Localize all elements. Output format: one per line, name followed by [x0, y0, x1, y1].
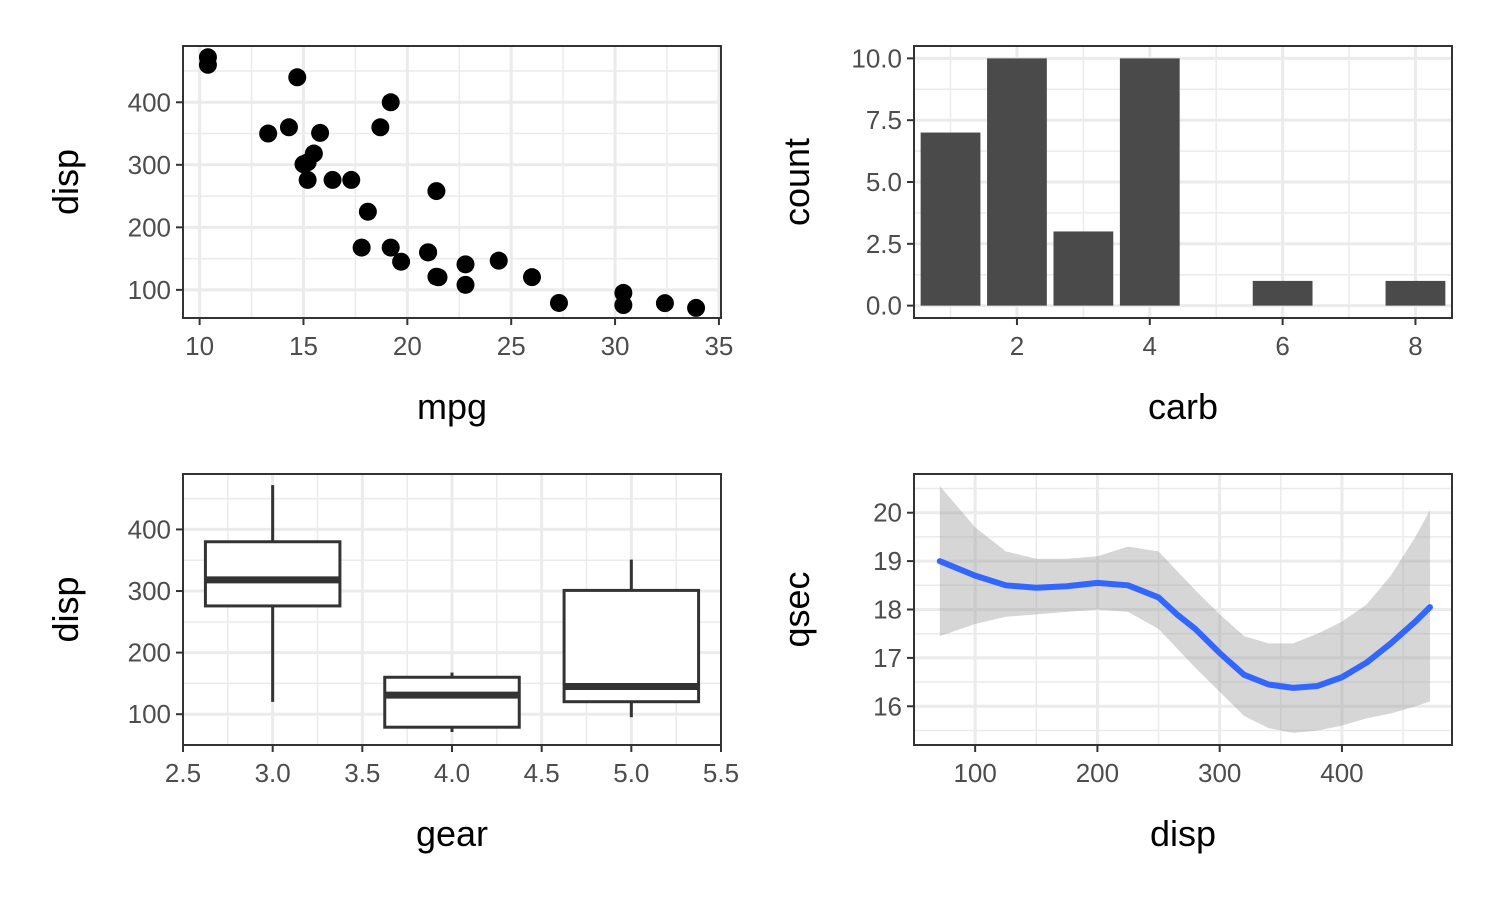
y-axis-title: disp: [45, 576, 86, 642]
scatter-point: [298, 170, 317, 189]
y-tick-label: 300: [128, 150, 171, 180]
scatter-point: [294, 155, 313, 174]
bar: [1119, 58, 1180, 306]
scatter-point: [342, 170, 361, 189]
x-axis-title: disp: [1150, 813, 1216, 854]
y-axis-title: count: [776, 138, 817, 226]
panel-border: [182, 45, 722, 319]
y-tick-label: 18: [873, 595, 902, 625]
scatter-point: [456, 255, 475, 274]
y-tick-label: 100: [128, 275, 171, 305]
scatter-point: [288, 68, 307, 87]
box: [383, 675, 521, 729]
scatter-point: [419, 243, 438, 262]
x-tick-label: 8: [1408, 331, 1422, 361]
y-tick-label: 200: [128, 212, 171, 242]
scatter-point: [352, 238, 371, 257]
x-tick-label: 6: [1275, 331, 1289, 361]
confidence-band: [939, 486, 1430, 733]
x-tick-label: 2: [1010, 331, 1024, 361]
bar: [920, 132, 981, 306]
scatter-point: [427, 267, 446, 286]
bar: [1053, 231, 1114, 306]
y-tick-label: 5.0: [866, 167, 902, 197]
smooth-line: [936, 558, 1433, 691]
x-tick-label: 400: [1320, 758, 1363, 788]
bar: [1385, 280, 1446, 306]
scatter-point: [358, 202, 377, 221]
x-axis-title: gear: [416, 813, 488, 854]
scatter-panel-mpg-disp: 10 15 20 25 30 35 100 200 300 400 mpg disp: [45, 45, 733, 427]
x-tick-label: 20: [393, 331, 422, 361]
x-tick-label: 4.5: [524, 758, 560, 788]
x-tick-label: 4.0: [434, 758, 470, 788]
scatter-point: [392, 252, 411, 271]
x-tick-label: 2.5: [165, 758, 201, 788]
bar: [1252, 280, 1313, 306]
scatter-point: [456, 275, 475, 294]
x-tick-label: 5.0: [613, 758, 649, 788]
x-tick-label: 100: [953, 758, 996, 788]
scatter-point: [489, 251, 508, 270]
scatter-point: [381, 93, 400, 112]
scatter-point: [522, 268, 541, 287]
smooth-panel-disp-qsec: 100 200 300 400 16 17 18 19 20 disp qsec: [776, 473, 1453, 854]
scatter-point: [198, 55, 217, 74]
x-tick-label: 3.5: [344, 758, 380, 788]
scatter-point: [311, 123, 330, 142]
scatter-point: [687, 298, 706, 317]
bar-panel-carb-count: 2 4 6 8 0.0 2.5 5.0 7.5 10.0 carb count: [776, 43, 1453, 427]
y-tick-label: 400: [128, 87, 171, 117]
box: [203, 540, 342, 608]
x-tick-label: 4: [1143, 331, 1157, 361]
scatter-point: [323, 170, 342, 189]
x-tick-label: 30: [601, 331, 630, 361]
y-tick-label: 17: [873, 643, 902, 673]
scatter-point: [371, 118, 390, 137]
y-tick-label: 7.5: [866, 105, 902, 135]
scatter-point: [279, 118, 298, 137]
x-tick-label: 200: [1076, 758, 1119, 788]
y-tick-label: 2.5: [866, 229, 902, 259]
y-tick-label: 300: [128, 576, 171, 606]
y-tick-label: 20: [873, 498, 902, 528]
x-tick-label: 5.5: [703, 758, 739, 788]
y-tick-label: 16: [873, 691, 902, 721]
boxplot-panel-gear-disp: 2.5 3.0 3.5 4.0 4.5 5.0 5.5 100 200 300 400 gear d…: [45, 473, 739, 854]
x-tick-label: 3.0: [255, 758, 291, 788]
x-tick-label: 25: [497, 331, 526, 361]
y-tick-label: 19: [873, 546, 902, 576]
scatter-point: [614, 283, 633, 302]
y-tick-label: 0.0: [866, 291, 902, 321]
y-axis-title: qsec: [776, 571, 817, 647]
x-axis-title: mpg: [417, 386, 487, 427]
y-axis-title: disp: [45, 149, 86, 215]
scatter-point: [427, 182, 446, 201]
x-axis-title: carb: [1148, 386, 1218, 427]
x-tick-label: 35: [704, 331, 733, 361]
scatter-point: [549, 293, 568, 312]
x-tick-label: 300: [1198, 758, 1241, 788]
x-tick-label: 15: [289, 331, 318, 361]
bar: [987, 58, 1047, 306]
x-tick-label: 10: [185, 331, 214, 361]
scatter-point: [655, 294, 674, 313]
y-tick-label: 10.0: [851, 43, 902, 73]
y-tick-label: 100: [128, 699, 171, 729]
y-tick-label: 400: [128, 514, 171, 544]
scatter-point: [259, 124, 278, 143]
scatter-point: [381, 238, 400, 257]
y-tick-label: 200: [128, 638, 171, 668]
